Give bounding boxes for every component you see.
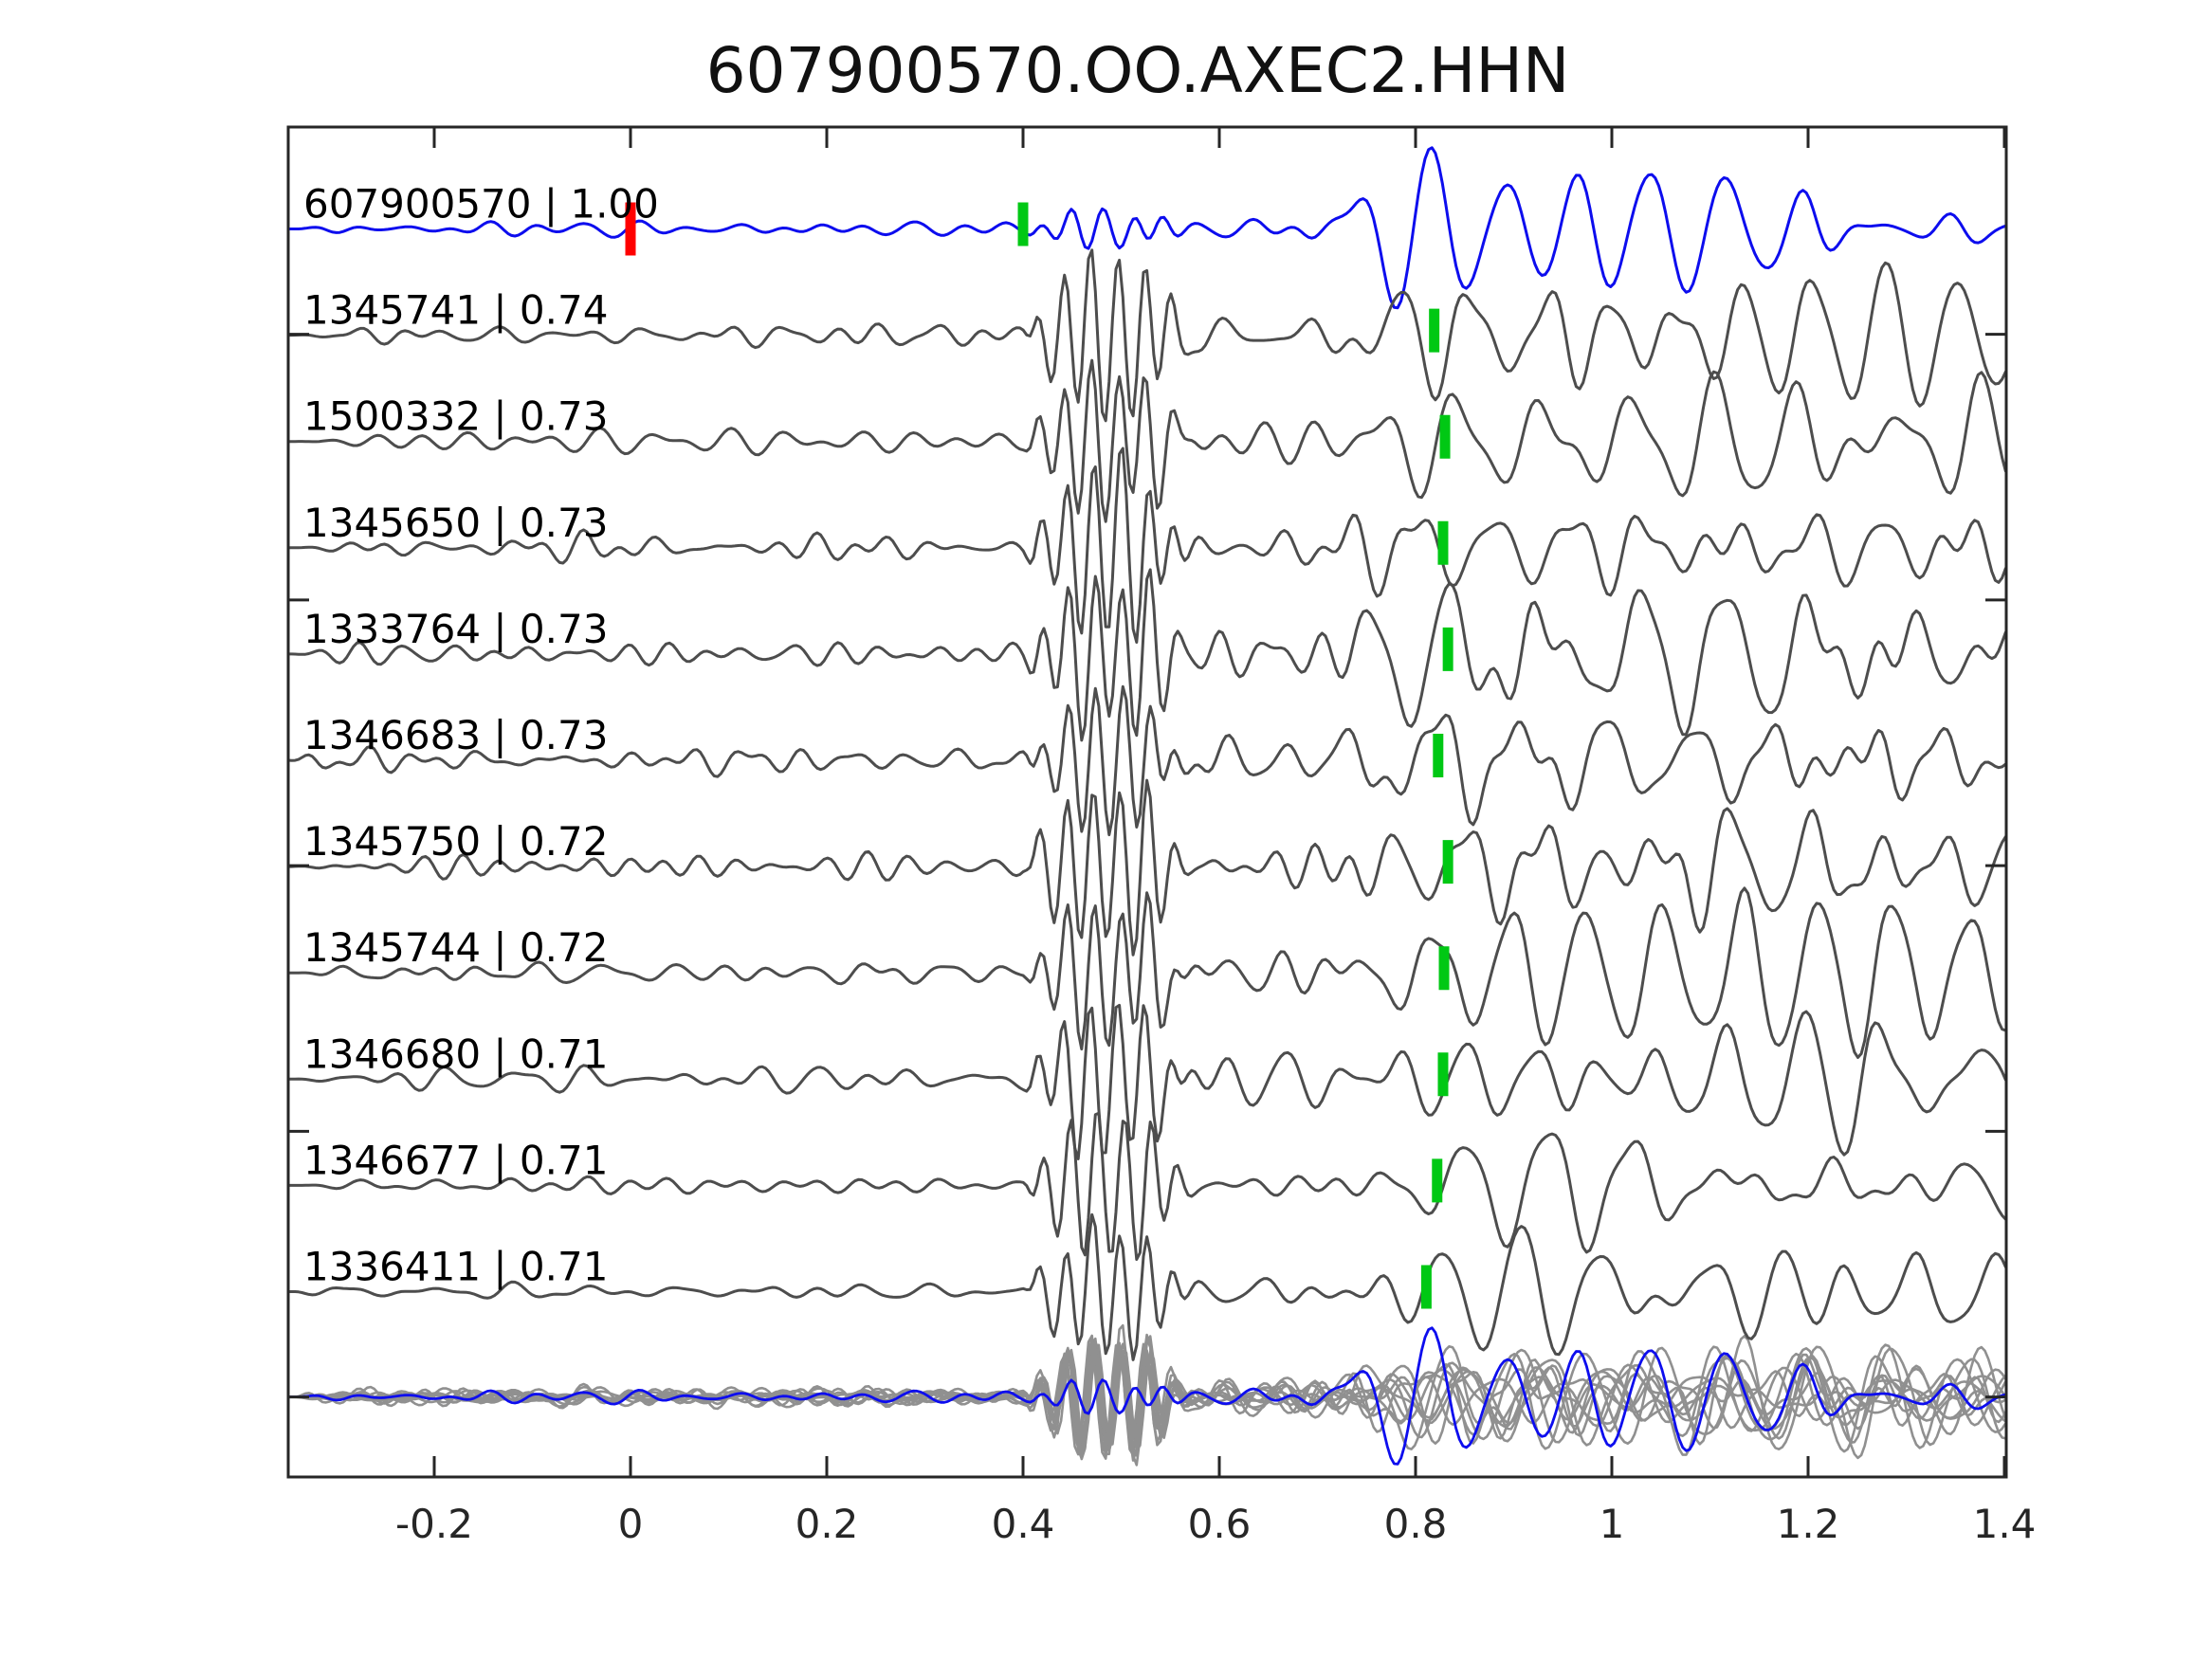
waveform-trace-1336411 xyxy=(288,1212,2006,1361)
x-tick-label: 0.4 xyxy=(992,1501,1055,1547)
chart-title: 607900570.OO.AXEC2.HHN xyxy=(706,34,1570,107)
trace-label-1333764: 1333764 | 0.73 xyxy=(303,606,608,652)
waveform-trace-1346680 xyxy=(288,1003,2006,1160)
plot-area: 607900570 | 1.00 1345741 | 0.74 1500332 | … xyxy=(286,125,2037,1547)
trace-label-1500332: 1500332 | 0.73 xyxy=(303,393,608,440)
trace-label-1346683: 1346683 | 0.73 xyxy=(303,712,608,758)
axes-group xyxy=(286,125,2008,1479)
trace-label-1336411: 1336411 | 0.71 xyxy=(303,1244,608,1290)
x-tick-label: 1.4 xyxy=(1973,1501,2037,1547)
x-tick-label: 0 xyxy=(618,1501,644,1547)
waveform-trace-607900570 xyxy=(288,146,2006,310)
trace-label-1345744: 1345744 | 0.72 xyxy=(303,924,608,971)
x-tick-label: 0.8 xyxy=(1384,1501,1448,1547)
overlay-trace-template xyxy=(288,1326,2006,1466)
markers-group xyxy=(625,202,1453,1309)
waveform-trace-1500332 xyxy=(288,358,2006,523)
waveform-trace-1345650 xyxy=(288,447,2006,644)
x-tick-label: 1.2 xyxy=(1777,1501,1840,1547)
overlay-trace-1345744 xyxy=(288,1335,2006,1460)
x-tick-label: -0.2 xyxy=(395,1501,473,1547)
trace-label-1346677: 1346677 | 0.71 xyxy=(303,1137,608,1183)
trace-label-1345741: 1345741 | 0.74 xyxy=(303,287,608,334)
waveform-trace-1346677 xyxy=(288,1111,2006,1261)
x-tick-label: 0.6 xyxy=(1188,1501,1252,1547)
waveform-trace-1345744 xyxy=(288,886,2006,1059)
overlay-trace-1336411 xyxy=(288,1340,2006,1448)
x-tick-label: 1 xyxy=(1600,1501,1625,1547)
x-tick-label: 0.2 xyxy=(795,1501,859,1547)
plot-border xyxy=(286,125,2008,1479)
waveform-trace-1345741 xyxy=(288,248,2006,423)
traces-group xyxy=(288,146,2006,1467)
trace-label-1346680: 1346680 | 0.71 xyxy=(303,1030,608,1077)
trace-label-1345650: 1345650 | 0.73 xyxy=(303,500,608,546)
waveform-trace-1346683 xyxy=(288,684,2006,837)
trace-label-607900570: 607900570 | 1.00 xyxy=(303,181,659,228)
waveform-trace-1345750 xyxy=(288,778,2006,957)
waveform-trace-1333764 xyxy=(288,568,2006,742)
trace-label-1345750: 1345750 | 0.72 xyxy=(303,818,608,865)
